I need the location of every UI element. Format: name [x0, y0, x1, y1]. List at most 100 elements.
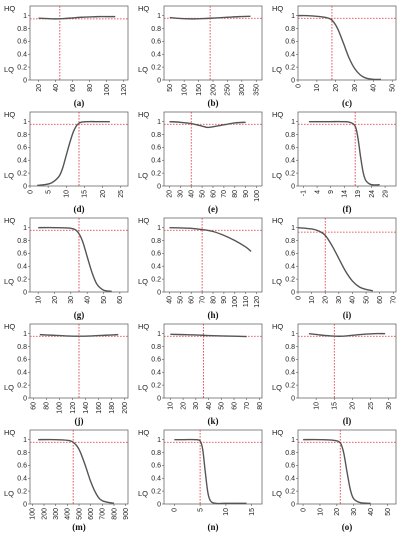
y-tick-label: 1: [291, 331, 295, 338]
lq-label: LQ: [4, 383, 14, 392]
y-tick-label: 0.6: [17, 357, 27, 364]
x-tick-label: 80: [232, 190, 239, 198]
chart-panel-o: HQ LQ 0 0.2 0.4 0.6 0.8 1 0 10 20 30 40 50 (o): [270, 424, 403, 534]
x-tick-label: 0: [27, 190, 34, 194]
y-tick-label: 0.2: [285, 382, 295, 389]
x-tick-label: 70: [244, 402, 251, 410]
y-tick-label: 0: [23, 77, 27, 84]
x-tick-label: 20: [52, 296, 59, 304]
y-tick-label: 0.2: [151, 488, 161, 495]
y-tick-label: 0.6: [151, 463, 161, 470]
x-tick-label: 100: [104, 84, 111, 96]
x-tick-label: 100: [57, 402, 64, 414]
x-tick-label: 300: [53, 508, 60, 520]
x-tick-label: 0: [295, 84, 302, 88]
x-tick-label: 29: [382, 190, 389, 198]
plot-frame: [297, 323, 397, 399]
chart-svg-l: HQ LQ 0 0.2 0.4 0.6 0.8 1 10 15 20 25 30 (l): [272, 322, 397, 426]
y-tick-label: 0.6: [285, 39, 295, 46]
y-tick-label: 0.8: [151, 238, 161, 245]
x-tick-label: 200: [122, 402, 129, 414]
y-tick-label: 0: [291, 289, 295, 296]
x-tick-label: 50: [199, 190, 206, 198]
y-tick-label: 1: [291, 119, 295, 126]
chart-panel-n: HQ LQ 0 0.2 0.4 0.6 0.8 1 0 5 10 15 (n): [136, 424, 270, 534]
series-line: [170, 333, 247, 338]
y-tick-label: 0.2: [151, 382, 161, 389]
hq-label: HQ: [4, 322, 15, 331]
y-tick-label: 0: [157, 77, 161, 84]
y-tick-label: 1: [157, 225, 161, 232]
hq-label: HQ: [4, 216, 15, 225]
x-tick-label: 10: [314, 84, 321, 92]
y-tick-label: 0.2: [17, 382, 27, 389]
x-tick-label: 20: [100, 190, 107, 198]
series-line: [38, 438, 115, 505]
x-tick-label: 100: [181, 84, 188, 96]
y-tick-label: 0.6: [151, 39, 161, 46]
hq-label: HQ: [4, 110, 15, 119]
plot-frame: [163, 429, 263, 505]
x-tick-label: 900: [123, 508, 130, 520]
y-tick-label: 0: [291, 395, 295, 402]
lq-label: LQ: [4, 171, 14, 180]
plot-frame: [29, 429, 129, 505]
y-tick-label: 0: [291, 501, 295, 508]
series-line: [169, 226, 252, 253]
y-tick-label: 0.2: [17, 64, 27, 71]
y-tick-label: 0.6: [285, 145, 295, 152]
chart-panel-h: HQ LQ 0 0.2 0.4 0.6 0.8 1 40 50 60 70 80 90 100 110 120 (…: [136, 212, 270, 322]
y-tick-label: 1: [23, 437, 27, 444]
lq-label: LQ: [138, 489, 148, 498]
x-tick-label: 30: [351, 508, 358, 516]
x-tick-label: 9: [328, 190, 335, 194]
y-tick-label: 0.8: [17, 26, 27, 33]
y-tick-label: 0.4: [17, 264, 27, 271]
x-tick-label: 15: [249, 508, 256, 516]
x-tick-label: 30: [68, 296, 75, 304]
lq-label: LQ: [4, 489, 14, 498]
x-tick-label: 70: [391, 296, 398, 304]
plot-frame: [163, 111, 263, 187]
x-tick-label: 10: [317, 508, 324, 516]
lq-label: LQ: [272, 383, 282, 392]
x-tick-label: 60: [31, 402, 38, 410]
panel-caption: (o): [342, 522, 353, 532]
y-tick-label: 0: [157, 289, 161, 296]
x-tick-label: 80: [210, 296, 217, 304]
chart-panel-k: HQ LQ 0 0.2 0.4 0.6 0.8 1 10 20 30 40 50 60 70 80 (k): [136, 318, 270, 428]
lq-label: LQ: [272, 277, 282, 286]
lq-label: LQ: [272, 489, 282, 498]
x-tick-label: 60: [377, 296, 384, 304]
hq-label: HQ: [272, 322, 283, 331]
chart-panel-d: HQ LQ 0 0.2 0.4 0.6 0.8 1 0 5 10 15 20 25 (d): [2, 106, 136, 216]
x-tick-label: 80: [44, 402, 51, 410]
x-tick-label: 180: [109, 402, 116, 414]
y-tick-label: 0.4: [17, 476, 27, 483]
y-tick-label: 0.4: [17, 52, 27, 59]
chart-svg-g: HQ LQ 0 0.2 0.4 0.6 0.8 1 10 20 30 40 50 60 (g): [4, 216, 129, 320]
x-tick-label: 40: [206, 402, 213, 410]
y-tick-label: 0.8: [151, 132, 161, 139]
x-tick-label: 50: [363, 296, 370, 304]
x-tick-label: 15: [332, 402, 339, 410]
x-tick-label: 350: [254, 84, 261, 96]
x-tick-label: 700: [100, 508, 107, 520]
y-tick-label: 0.6: [285, 463, 295, 470]
y-tick-label: 0.4: [17, 158, 27, 165]
y-tick-label: 0.6: [17, 145, 27, 152]
panel-caption: (n): [208, 522, 219, 532]
x-tick-label: 100: [254, 190, 261, 202]
x-tick-label: 60: [189, 296, 196, 304]
panel-caption: (g): [74, 310, 85, 320]
plot-frame: [297, 217, 397, 293]
x-tick-label: 50: [178, 296, 185, 304]
plot-frame: [163, 5, 263, 81]
y-tick-label: 0.8: [17, 450, 27, 457]
x-tick-label: 15: [82, 190, 89, 198]
y-tick-label: 0.2: [17, 488, 27, 495]
panel-caption: (b): [208, 98, 219, 108]
